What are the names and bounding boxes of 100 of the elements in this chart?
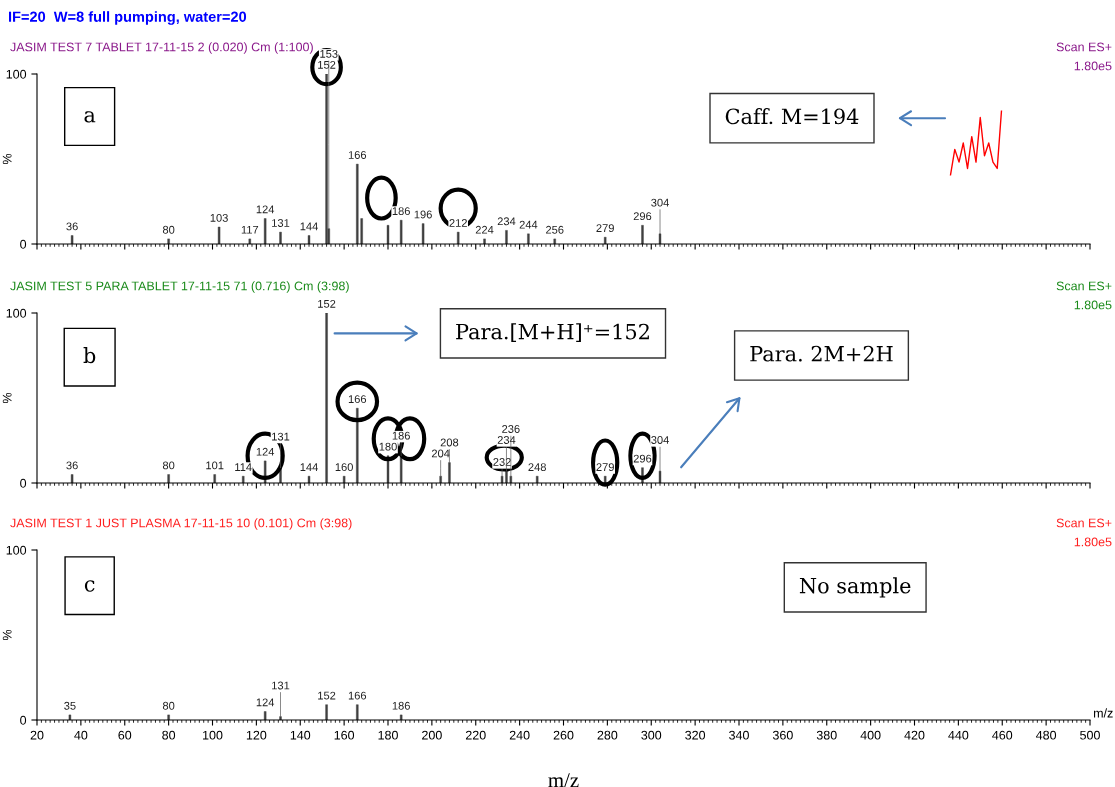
annotation: 244 [519, 220, 538, 229]
annotation: 160 [335, 463, 353, 471]
text: IF=20 W=8 full pumping, water=20 [8, 11, 247, 25]
x-tick-label: 120 [246, 730, 267, 740]
annotation: 196 [414, 210, 432, 219]
x-axis-title: m/z [548, 773, 579, 787]
text: Scan ES+ [1056, 42, 1112, 52]
x-tick-label: 80 [162, 730, 176, 740]
y-tick-label: 100 [6, 545, 27, 555]
x-tick-label: 280 [597, 730, 618, 740]
annotation: 124 [256, 205, 275, 214]
text: m/z [1093, 708, 1113, 718]
chart-title: JASIM TEST 1 JUST PLASMA 17-11-15 10 (0.101) Cm (3:98) [10, 518, 352, 530]
annotation: a [84, 111, 96, 123]
annotation: c [84, 580, 95, 592]
text: 1.80e5 [1074, 61, 1112, 71]
annotation: 152 [318, 299, 336, 308]
text: 1.80e5 [1074, 300, 1112, 310]
x-tick-label: 440 [948, 730, 969, 740]
x-tick-label: 320 [685, 730, 706, 740]
annotation: 101 [206, 461, 224, 470]
x-tick-label: 240 [509, 730, 530, 740]
annotation: 35 [64, 701, 76, 710]
annotation: 232 [493, 458, 511, 466]
y-tick-label: 100 [6, 69, 27, 79]
y-axis-title: % [2, 392, 12, 404]
x-tick-label: 140 [290, 730, 311, 740]
x-tick-label: 400 [860, 730, 881, 740]
x-tick-label: 360 [772, 730, 793, 740]
chart-title: JASIM TEST 5 PARA TABLET 17-11-15 71 (0.716) Cm (3:98) [10, 281, 349, 293]
annotation: 279 [596, 463, 614, 471]
annotation: 114 [235, 463, 252, 471]
annotation: 152 [318, 691, 336, 700]
annotation: 166 [348, 691, 367, 700]
annotation: Para.[M+H]⁺=152 [456, 323, 649, 342]
annotation: 248 [528, 463, 546, 471]
annotation: 186 [392, 207, 410, 215]
x-tick-label: 20 [30, 730, 44, 740]
annotation: 304 [651, 198, 669, 207]
annotation: 80 [162, 701, 175, 710]
x-tick-label: 380 [816, 730, 837, 740]
annotation: 279 [596, 224, 614, 232]
y-tick-label: 0 [20, 715, 27, 725]
x-tick-label: 340 [729, 730, 749, 740]
x-tick-label: 500 [1080, 730, 1100, 740]
x-tick-label: 100 [203, 730, 223, 740]
annotation: 186 [392, 701, 410, 710]
annotation: 144 [300, 222, 318, 231]
x-tick-label: 260 [553, 730, 574, 740]
x-tick-label: 60 [118, 730, 132, 740]
x-tick-label: 180 [378, 730, 398, 740]
annotation: 212 [449, 219, 467, 227]
annotation: 166 [348, 151, 367, 159]
annotation: 234 [497, 436, 516, 444]
annotation: 296 [633, 212, 652, 221]
annotation: 186 [392, 431, 410, 440]
annotation: 166 [348, 395, 367, 403]
annotation: No sample [799, 577, 911, 598]
y-tick-label: 0 [20, 239, 27, 249]
annotation: 36 [66, 461, 78, 470]
annotation: 124 [256, 447, 275, 456]
annotation: 117 [241, 225, 259, 234]
y-tick-label: 0 [20, 478, 27, 488]
annotation: 256 [546, 225, 564, 234]
annotation: 296 [633, 454, 652, 463]
annotation: Para. 2M+2H [750, 345, 893, 362]
text: Scan ES+ [1056, 518, 1112, 528]
annotation: 36 [66, 222, 78, 231]
annotation: b [83, 347, 96, 364]
annotation: 131 [272, 681, 290, 690]
annotation: Caff. M=194 [725, 108, 859, 125]
y-axis-title: % [2, 629, 12, 641]
annotation: 208 [440, 438, 459, 447]
annotation: 304 [651, 436, 669, 444]
x-tick-label: 40 [74, 730, 88, 740]
x-tick-label: 300 [641, 730, 662, 740]
text: 1.80e5 [1074, 537, 1112, 547]
x-tick-label: 160 [334, 730, 355, 740]
annotation: 144 [300, 463, 318, 471]
annotation: 180 [379, 442, 397, 451]
x-tick-label: 420 [904, 730, 925, 740]
chart-title: JASIM TEST 7 TABLET 17-11-15 2 (0.020) Cm (1:100) [10, 42, 313, 54]
text: Scan ES+ [1056, 281, 1112, 291]
annotation: 224 [475, 225, 494, 234]
annotation: 103 [210, 213, 228, 222]
annotation: 80 [162, 225, 175, 234]
annotation: 236 [502, 425, 520, 433]
x-tick-label: 460 [992, 730, 1013, 740]
annotation: 152 [318, 60, 336, 69]
x-tick-label: 220 [465, 730, 486, 740]
annotation: 204 [431, 449, 450, 458]
annotation: 124 [256, 698, 275, 707]
annotation: 153 [320, 49, 338, 58]
annotation: 80 [162, 461, 175, 470]
annotation: 131 [272, 219, 290, 227]
annotation: 234 [497, 217, 516, 226]
x-tick-label: 480 [1035, 730, 1057, 740]
y-tick-label: 100 [6, 308, 27, 318]
x-tick-label: 200 [422, 730, 442, 740]
y-axis-title: % [2, 153, 12, 165]
